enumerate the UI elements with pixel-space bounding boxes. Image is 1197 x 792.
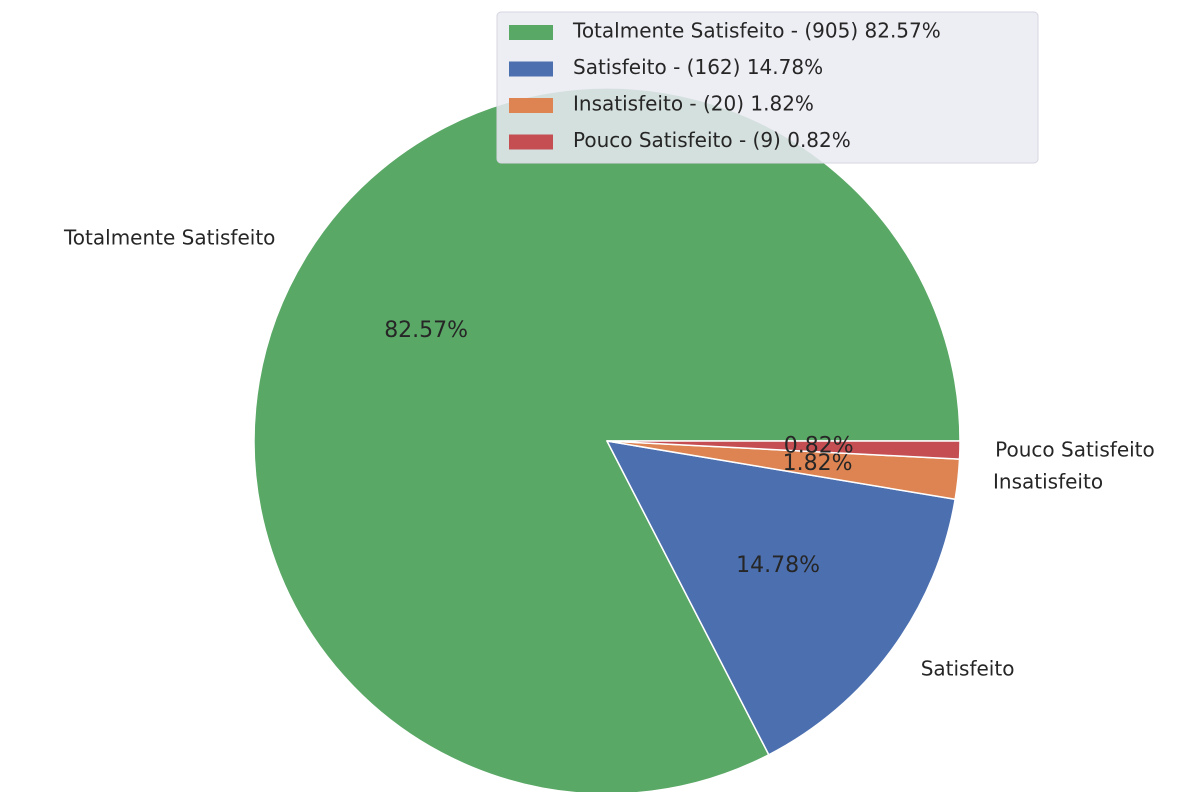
legend-swatch bbox=[509, 61, 553, 77]
legend-label: Pouco Satisfeito - (9) 0.82% bbox=[573, 128, 851, 152]
slice-label: Satisfeito bbox=[921, 656, 1015, 680]
legend-swatch bbox=[509, 98, 553, 113]
pie-slice bbox=[253, 87, 961, 792]
percent-label: 82.57% bbox=[384, 318, 468, 343]
legend-swatch bbox=[509, 134, 553, 150]
legend-label: Satisfeito - (162) 14.78% bbox=[573, 55, 823, 79]
legend-label: Insatisfeito - (20) 1.82% bbox=[573, 92, 814, 116]
legend-swatch bbox=[509, 25, 553, 40]
slice-label: Totalmente Satisfeito bbox=[63, 225, 275, 249]
slice-label: Insatisfeito bbox=[993, 470, 1103, 494]
pie-slice bbox=[606, 440, 956, 756]
percent-label: 1.82% bbox=[783, 451, 853, 476]
slice-label: Pouco Satisfeito bbox=[995, 438, 1155, 462]
percent-label: 0.82% bbox=[784, 433, 854, 458]
percent-label: 14.78% bbox=[736, 553, 820, 578]
legend-label: Totalmente Satisfeito - (905) 82.57% bbox=[572, 19, 941, 43]
legend-box bbox=[496, 11, 1039, 164]
pie-slice bbox=[606, 440, 961, 460]
